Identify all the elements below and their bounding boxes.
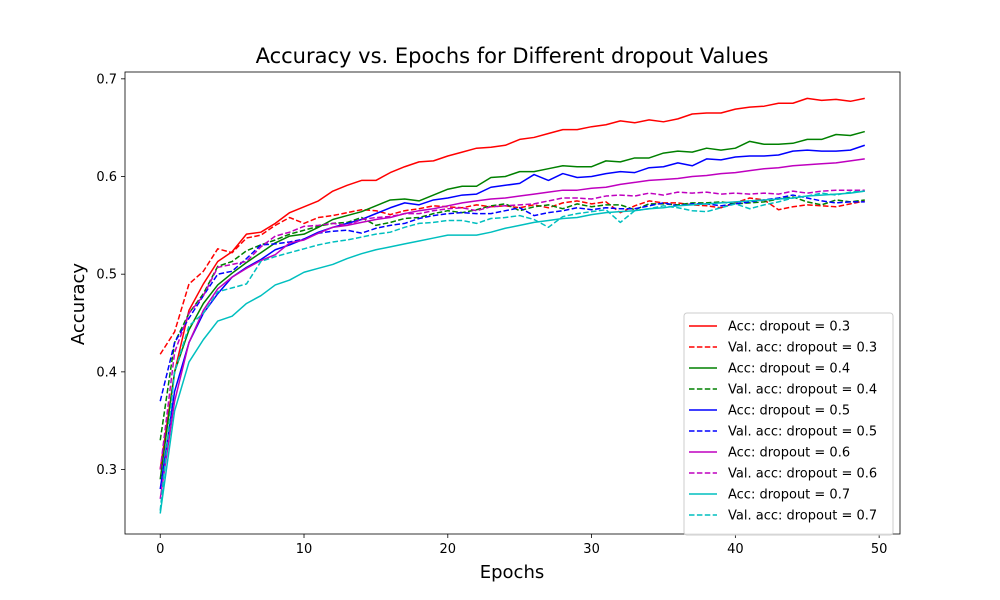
legend: Acc: dropout = 0.3 Val. acc: dropout = 0.… bbox=[683, 312, 894, 536]
series-line-1 bbox=[159, 197, 865, 355]
legend-label: Val. acc: dropout = 0.7 bbox=[728, 509, 877, 524]
series-line-9 bbox=[159, 190, 865, 511]
y-tick-label: 0.3 bbox=[96, 463, 117, 478]
x-tick-label: 30 bbox=[583, 542, 600, 557]
series-line-4 bbox=[159, 144, 866, 490]
series-line-2 bbox=[159, 130, 865, 480]
y-axis-title: Accuracy bbox=[68, 263, 89, 346]
x-tick-label: 50 bbox=[871, 542, 888, 557]
series-layer bbox=[159, 97, 866, 514]
series-line-7 bbox=[159, 189, 865, 470]
legend-label: Acc: dropout = 0.3 bbox=[728, 320, 850, 335]
legend-label: Val. acc: dropout = 0.4 bbox=[728, 383, 877, 398]
series-line-0 bbox=[159, 97, 865, 470]
series-line-3 bbox=[159, 196, 865, 441]
chart-title: Accuracy vs. Epochs for Different dropou… bbox=[256, 44, 769, 68]
legend-label: Val. acc: dropout = 0.6 bbox=[728, 467, 877, 482]
legend-label: Val. acc: dropout = 0.3 bbox=[728, 341, 877, 356]
legend-label: Acc: dropout = 0.6 bbox=[728, 446, 850, 461]
y-tick-label: 0.6 bbox=[96, 170, 117, 185]
x-tick-label: 20 bbox=[440, 542, 457, 557]
y-tick-label: 0.4 bbox=[96, 365, 117, 380]
x-tick-label: 0 bbox=[156, 542, 164, 557]
legend-label: Val. acc: dropout = 0.5 bbox=[728, 425, 877, 440]
series-line-6 bbox=[159, 158, 865, 499]
series-line-8 bbox=[159, 190, 865, 514]
x-axis-title: Epochs bbox=[480, 562, 545, 583]
axes-frame bbox=[124, 71, 901, 535]
y-tick-label: 0.5 bbox=[96, 268, 117, 283]
x-tick-label: 40 bbox=[727, 542, 744, 557]
plot-area bbox=[159, 97, 866, 514]
legend-label: Acc: dropout = 0.5 bbox=[728, 404, 850, 419]
legend-label: Acc: dropout = 0.7 bbox=[728, 488, 850, 503]
legend-label: Acc: dropout = 0.4 bbox=[728, 362, 850, 377]
axes-layer: 0 10 20 30 40 50 0.3 0.4 0.5 0.6 0.7 bbox=[96, 71, 901, 557]
legend-box bbox=[683, 312, 894, 536]
series-line-5 bbox=[159, 194, 865, 402]
y-tick-label: 0.7 bbox=[96, 72, 117, 87]
x-tick-label: 10 bbox=[296, 542, 313, 557]
